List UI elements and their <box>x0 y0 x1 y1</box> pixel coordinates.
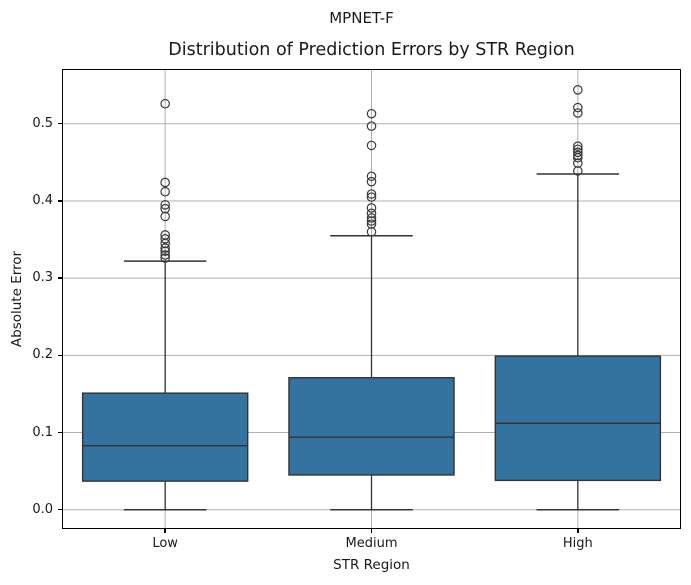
box-medium <box>288 377 455 476</box>
outlier-point <box>160 200 170 210</box>
outlier-point <box>573 108 583 118</box>
y-tick-label: 0.1 <box>32 424 53 440</box>
outlier-point <box>366 176 377 187</box>
y-tick-mark <box>58 354 62 357</box>
axes-frame <box>62 69 681 529</box>
outlier-point <box>160 250 170 260</box>
boxplot-canvas <box>62 69 681 529</box>
outlier-point <box>160 177 170 188</box>
box-high <box>494 355 662 482</box>
x-axis-label: STR Region <box>333 557 410 573</box>
outlier-point <box>366 216 377 226</box>
y-tick-mark <box>58 431 62 434</box>
y-tick-label: 0.5 <box>32 115 53 131</box>
outlier-point <box>366 192 377 202</box>
y-tick-label: 0.0 <box>32 501 53 517</box>
outlier-point <box>573 166 583 176</box>
y-tick-label: 0.4 <box>32 192 53 208</box>
outlier-point <box>160 186 170 197</box>
outlier-point <box>160 253 170 263</box>
outlier-point <box>160 98 170 109</box>
outlier-point <box>366 140 377 151</box>
figure-suptitle: MPNET-F <box>329 9 394 27</box>
outlier-point <box>573 85 583 95</box>
outlier-point <box>366 219 377 229</box>
x-tick-label-high: High <box>562 536 593 551</box>
x-tick-label-low: Low <box>152 536 178 551</box>
outlier-point <box>366 203 377 213</box>
outlier-point <box>160 246 170 256</box>
outlier-point <box>160 211 170 222</box>
x-tick-mark <box>370 529 373 533</box>
outlier-point <box>573 141 583 151</box>
outlier-point <box>366 227 377 237</box>
outlier-point <box>573 152 583 163</box>
x-tick-mark <box>164 529 166 533</box>
outlier-point <box>573 158 583 168</box>
box-low <box>81 392 249 482</box>
y-tick-mark <box>58 277 62 279</box>
outlier-point <box>366 208 377 219</box>
x-tick-mark <box>577 529 579 533</box>
outlier-point <box>160 203 170 214</box>
y-tick-mark <box>58 509 62 511</box>
y-tick-mark <box>58 123 62 125</box>
outlier-point <box>366 189 377 199</box>
outlier-point <box>160 238 170 249</box>
outlier-point <box>573 102 583 113</box>
x-tick-label-medium: Medium <box>345 536 398 551</box>
outlier-point <box>573 147 583 158</box>
outlier-point <box>366 108 377 119</box>
outlier-point <box>366 171 377 182</box>
y-tick-mark <box>58 200 62 202</box>
outlier-point <box>366 121 377 131</box>
plot-area <box>62 69 681 529</box>
outlier-point <box>160 243 170 253</box>
outlier-point <box>160 233 170 244</box>
y-tick-label: 0.2 <box>32 347 53 363</box>
axes-title: Distribution of Prediction Errors by STR… <box>168 40 575 60</box>
y-tick-label: 0.3 <box>32 270 53 286</box>
outlier-point <box>366 213 377 223</box>
